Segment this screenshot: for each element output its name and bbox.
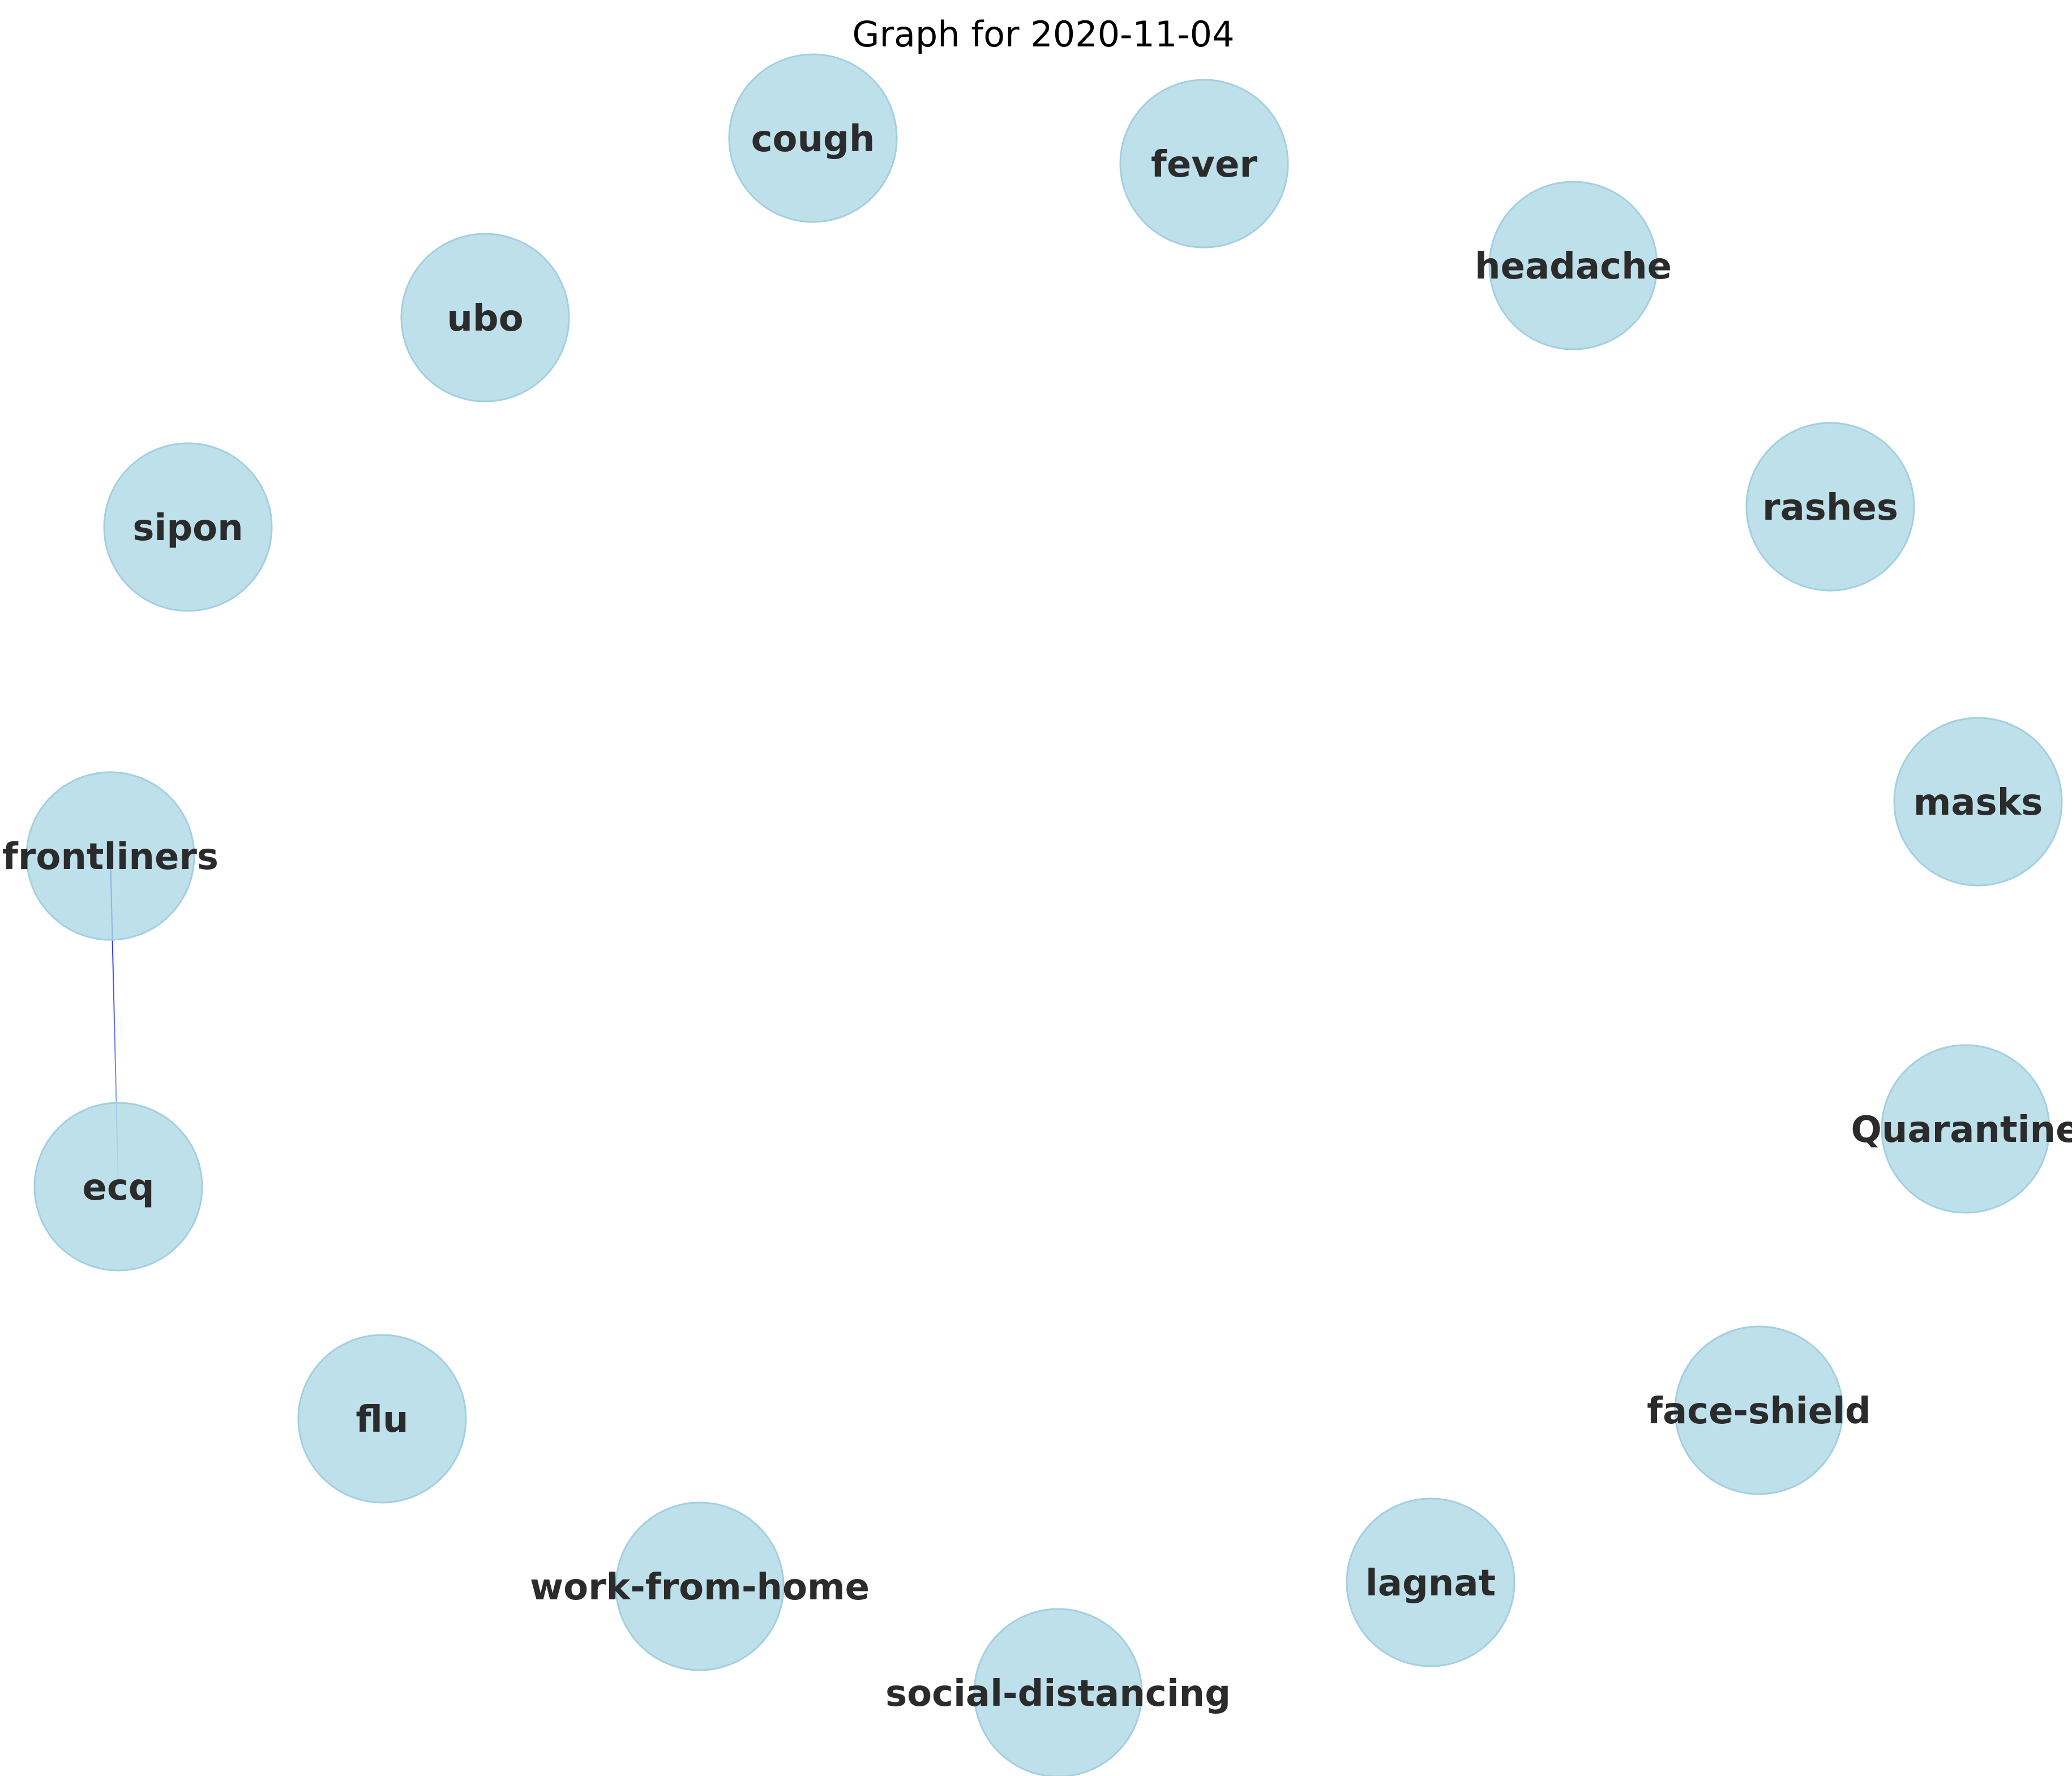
node-ubo[interactable]: ubo	[400, 233, 570, 403]
node-circle-ubo	[400, 233, 570, 403]
node-masks[interactable]: masks	[1893, 717, 2063, 887]
node-circle-lagnat	[1346, 1497, 1516, 1667]
node-circle-work-from-home	[615, 1501, 785, 1671]
node-fever[interactable]: fever	[1119, 79, 1289, 249]
node-circle-sipon	[103, 442, 273, 612]
node-label-quarantine: Quarantine	[1851, 1109, 2072, 1151]
node-rashes[interactable]: rashes	[1745, 422, 1915, 592]
node-face-shield[interactable]: face-shield	[1647, 1325, 1871, 1495]
node-circle-headache	[1488, 181, 1658, 350]
node-ecq[interactable]: ecq	[33, 1102, 203, 1272]
node-circle-flu	[297, 1334, 467, 1504]
node-label-social-distancing: social-distancing	[885, 1673, 1231, 1715]
node-cough[interactable]: cough	[728, 53, 898, 223]
node-label-masks: masks	[1913, 782, 2043, 824]
node-label-headache: headache	[1475, 246, 1672, 288]
node-frontliners[interactable]: frontliners	[2, 771, 219, 941]
node-label-fever: fever	[1151, 144, 1257, 186]
node-circle-masks	[1893, 717, 2063, 887]
node-label-flu: flu	[356, 1399, 409, 1441]
node-label-work-from-home: work-from-home	[530, 1567, 870, 1608]
node-circle-quarantine	[1881, 1044, 2050, 1214]
node-label-lagnat: lagnat	[1365, 1563, 1496, 1604]
node-label-face-shield: face-shield	[1647, 1390, 1871, 1432]
node-circle-frontliners	[25, 771, 195, 941]
nodes-layer: cough fever headache rashes masks Quarantine f…	[2, 53, 2072, 1776]
node-circle-ecq	[33, 1102, 203, 1272]
node-work-from-home[interactable]: work-from-home	[530, 1501, 870, 1671]
node-headache[interactable]: headache	[1475, 181, 1672, 350]
node-lagnat[interactable]: lagnat	[1346, 1497, 1516, 1667]
node-label-cough: cough	[751, 118, 875, 160]
graph-title: Graph for 2020-11-04	[852, 14, 1234, 55]
node-flu[interactable]: flu	[297, 1334, 467, 1504]
node-label-ubo: ubo	[447, 298, 523, 340]
node-circle-fever	[1119, 79, 1289, 249]
node-sipon[interactable]: sipon	[103, 442, 273, 612]
node-label-ecq: ecq	[82, 1167, 154, 1209]
node-circle-cough	[728, 53, 898, 223]
node-social-distancing[interactable]: social-distancing	[885, 1608, 1231, 1776]
node-label-rashes: rashes	[1762, 487, 1898, 529]
node-circle-social-distancing	[973, 1608, 1143, 1776]
node-quarantine[interactable]: Quarantine	[1851, 1044, 2072, 1214]
node-label-frontliners: frontliners	[2, 836, 219, 878]
node-circle-rashes	[1745, 422, 1915, 592]
node-circle-face-shield	[1674, 1325, 1844, 1495]
node-label-sipon: sipon	[132, 507, 243, 549]
